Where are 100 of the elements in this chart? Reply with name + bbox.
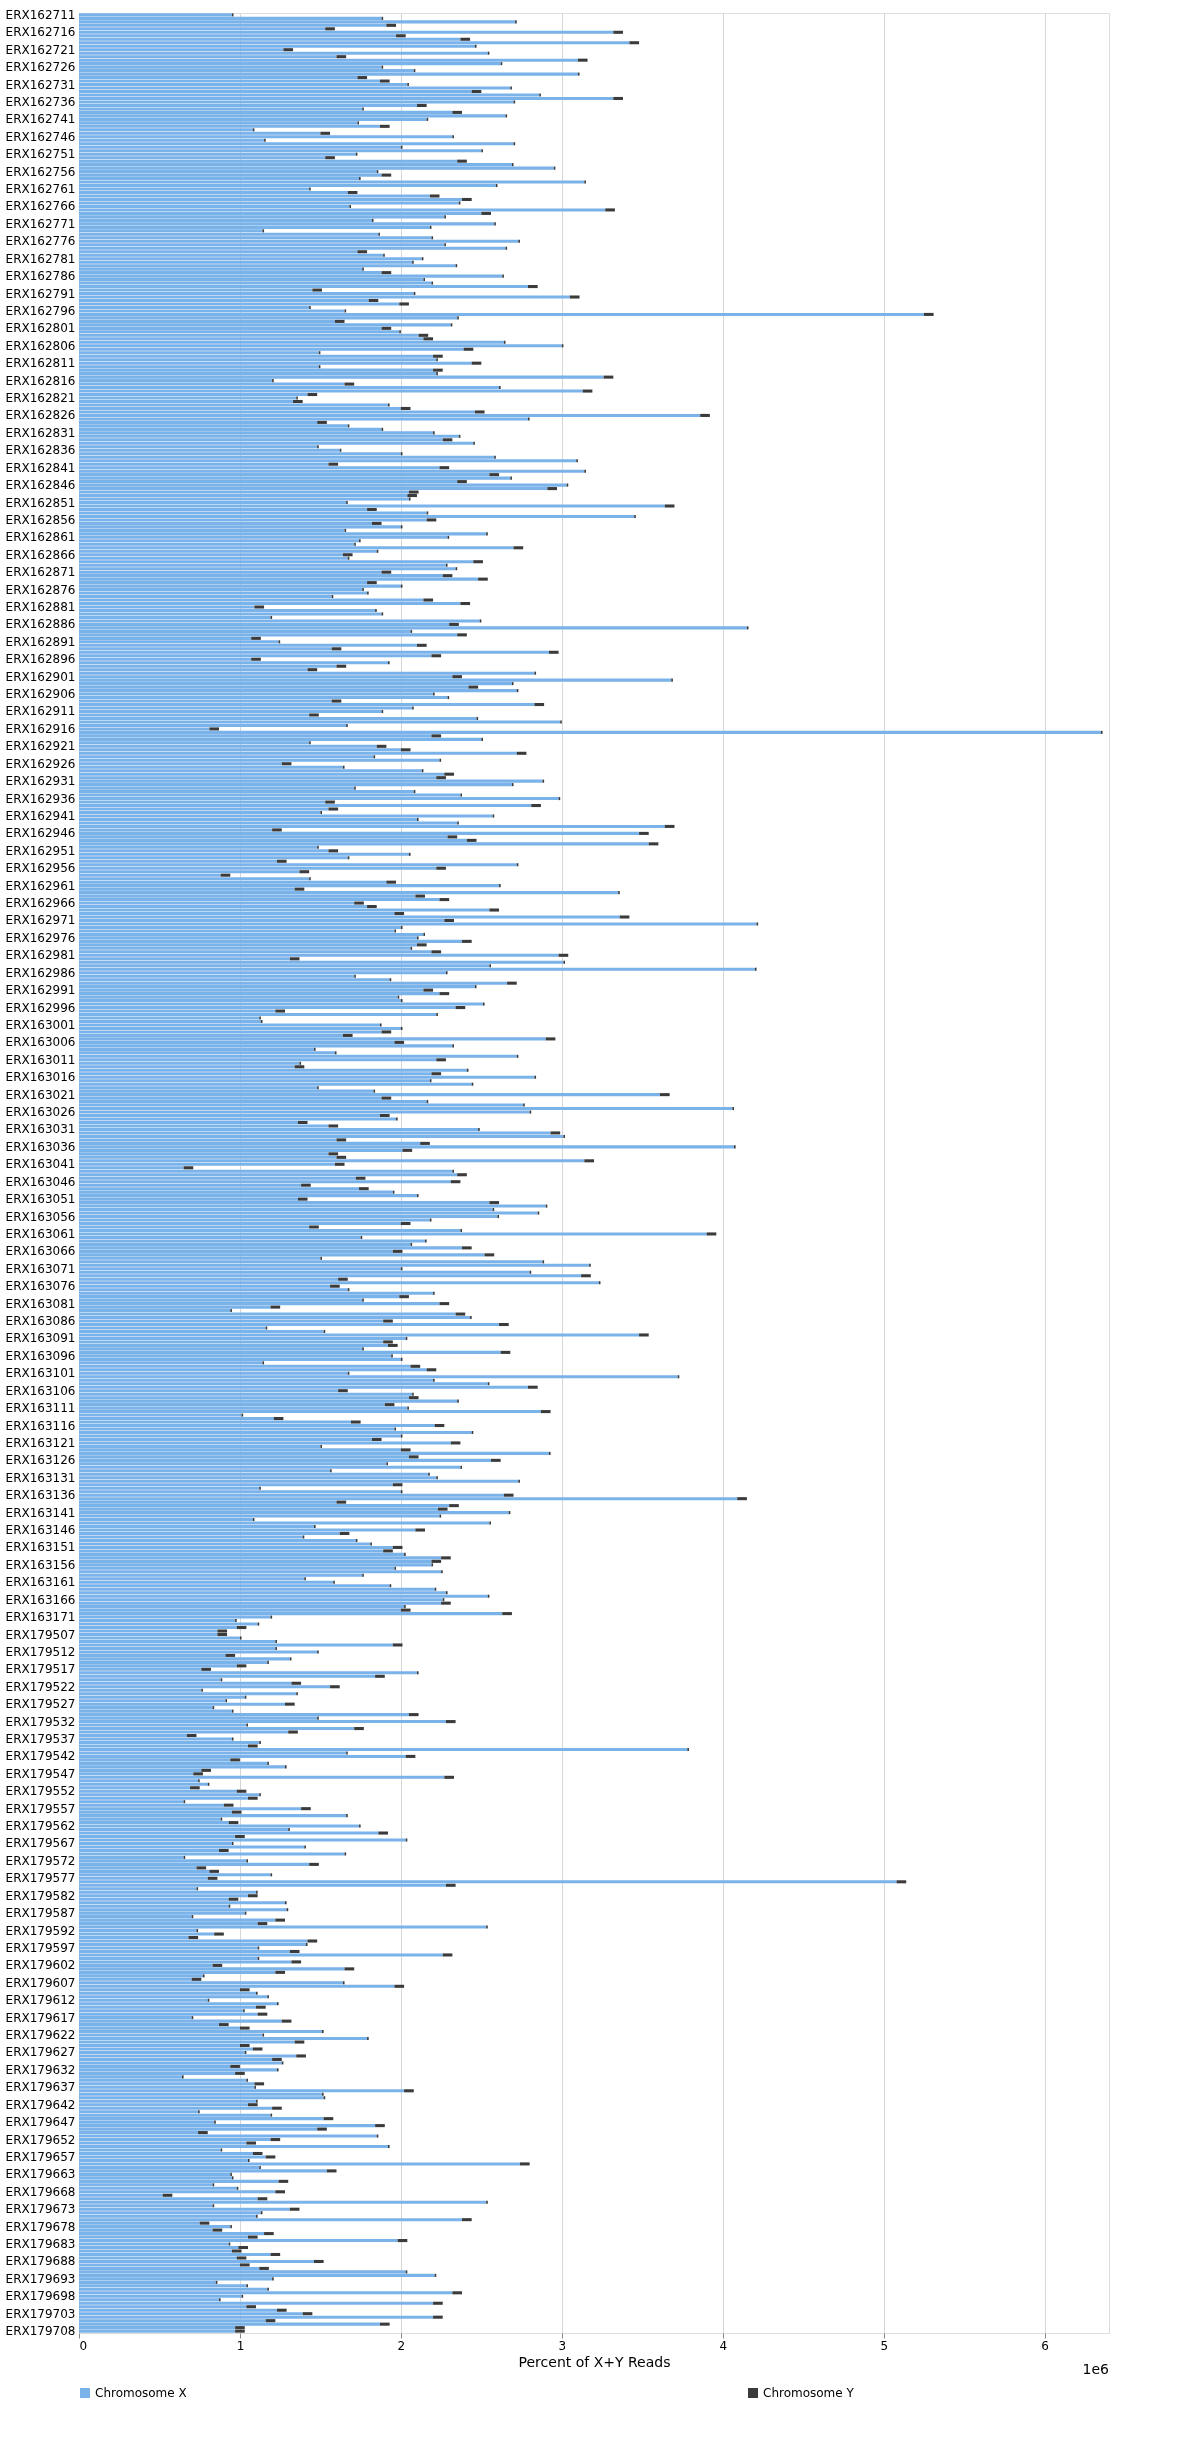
bar (281, 2019, 292, 2023)
bar (328, 462, 339, 466)
y-tick-label: ERX162891 (5, 634, 76, 649)
bar (336, 664, 347, 668)
bar (442, 1953, 453, 1957)
bar (79, 2162, 520, 2166)
bar (79, 1838, 406, 1842)
bar (79, 58, 578, 62)
y-tick-label: ERX179703 (5, 2306, 76, 2321)
bar (79, 459, 577, 463)
bar (289, 2207, 300, 2211)
bar (79, 891, 619, 895)
y-tick-label: ERX163106 (5, 1383, 76, 1398)
bar (79, 2218, 463, 2222)
bar (265, 2319, 276, 2323)
y-tick-label: ERX162846 (5, 478, 76, 493)
bar (386, 23, 397, 27)
bar (396, 34, 406, 38)
bar (79, 142, 514, 146)
bar (331, 699, 342, 703)
bar (582, 389, 593, 393)
bar (276, 859, 287, 863)
bar (79, 814, 493, 818)
bar (79, 1026, 401, 1030)
y-tick-label: ERX179512 (5, 1644, 76, 1659)
bar (236, 1789, 247, 1793)
bar (79, 124, 380, 128)
bar (347, 190, 358, 195)
bar (79, 1274, 582, 1278)
y-tick-label: ERX162816 (5, 373, 76, 388)
y-tick-label: ERX179612 (5, 1993, 76, 2008)
bar (79, 257, 422, 261)
bar (350, 1420, 361, 1424)
bar (450, 1441, 461, 1445)
y-tick-label: ERX162956 (5, 861, 76, 876)
bar (548, 650, 559, 654)
bar (455, 1006, 466, 1010)
bar (251, 657, 261, 661)
bar (79, 953, 559, 957)
bar (400, 748, 411, 752)
y-tick-label: ERX163066 (5, 1244, 76, 1259)
bar (79, 1720, 446, 1724)
bar (79, 274, 503, 278)
bar (330, 1284, 340, 1288)
y-tick-label: ERX162851 (5, 495, 76, 510)
bar (334, 319, 345, 323)
bar (79, 678, 672, 682)
y-tick-label: ERX163016 (5, 1070, 76, 1085)
y-tick-label: ERX162881 (5, 600, 76, 614)
y-tick-label: ERX163171 (5, 1610, 76, 1625)
bar (436, 1058, 446, 1062)
bar (79, 1465, 461, 1469)
bar (79, 2061, 282, 2065)
y-tick-label: ERX162741 (5, 112, 76, 127)
bar (79, 992, 440, 996)
bar (79, 2089, 405, 2093)
bar (399, 302, 409, 306)
bar (79, 1650, 318, 1654)
bar (275, 1918, 285, 1922)
bar (79, 389, 583, 393)
y-tick-label: ERX162786 (5, 269, 76, 284)
bar (79, 1159, 585, 1163)
bar (79, 1281, 599, 1285)
bar (79, 1253, 485, 1257)
bar (79, 1194, 417, 1198)
bar (550, 1131, 561, 1135)
bar (706, 1232, 717, 1236)
bar (79, 863, 517, 867)
bar (79, 804, 532, 808)
y-tick-label: ERX179597 (5, 1940, 76, 1955)
bar (613, 30, 623, 34)
y-tick-label: ERX179678 (5, 2219, 76, 2234)
bar (357, 250, 368, 254)
bar (79, 2245, 239, 2250)
bar (201, 1667, 211, 1671)
bar (547, 487, 557, 491)
bar (217, 1629, 228, 1633)
bar (503, 1493, 514, 1497)
bar (79, 2068, 277, 2072)
bar (79, 1960, 292, 1964)
bar (265, 2155, 276, 2159)
bar (307, 668, 318, 672)
bar (79, 1343, 388, 1347)
bar (400, 406, 411, 410)
bar (471, 361, 482, 365)
bar (79, 939, 463, 943)
bar (299, 870, 310, 874)
y-tick-label: ERX163036 (5, 1139, 76, 1154)
bar (450, 1180, 461, 1184)
bar (231, 1810, 242, 1814)
y-tick-label: ERX179587 (5, 1906, 76, 1921)
bar (275, 2190, 285, 2194)
y-tick-label: ERX163116 (5, 1418, 76, 1433)
bar (217, 1632, 228, 1637)
bar (416, 103, 427, 107)
bar (79, 1862, 310, 1866)
bar (312, 288, 323, 292)
bar (79, 967, 755, 971)
bar (79, 1845, 305, 1849)
bar (313, 2259, 324, 2263)
